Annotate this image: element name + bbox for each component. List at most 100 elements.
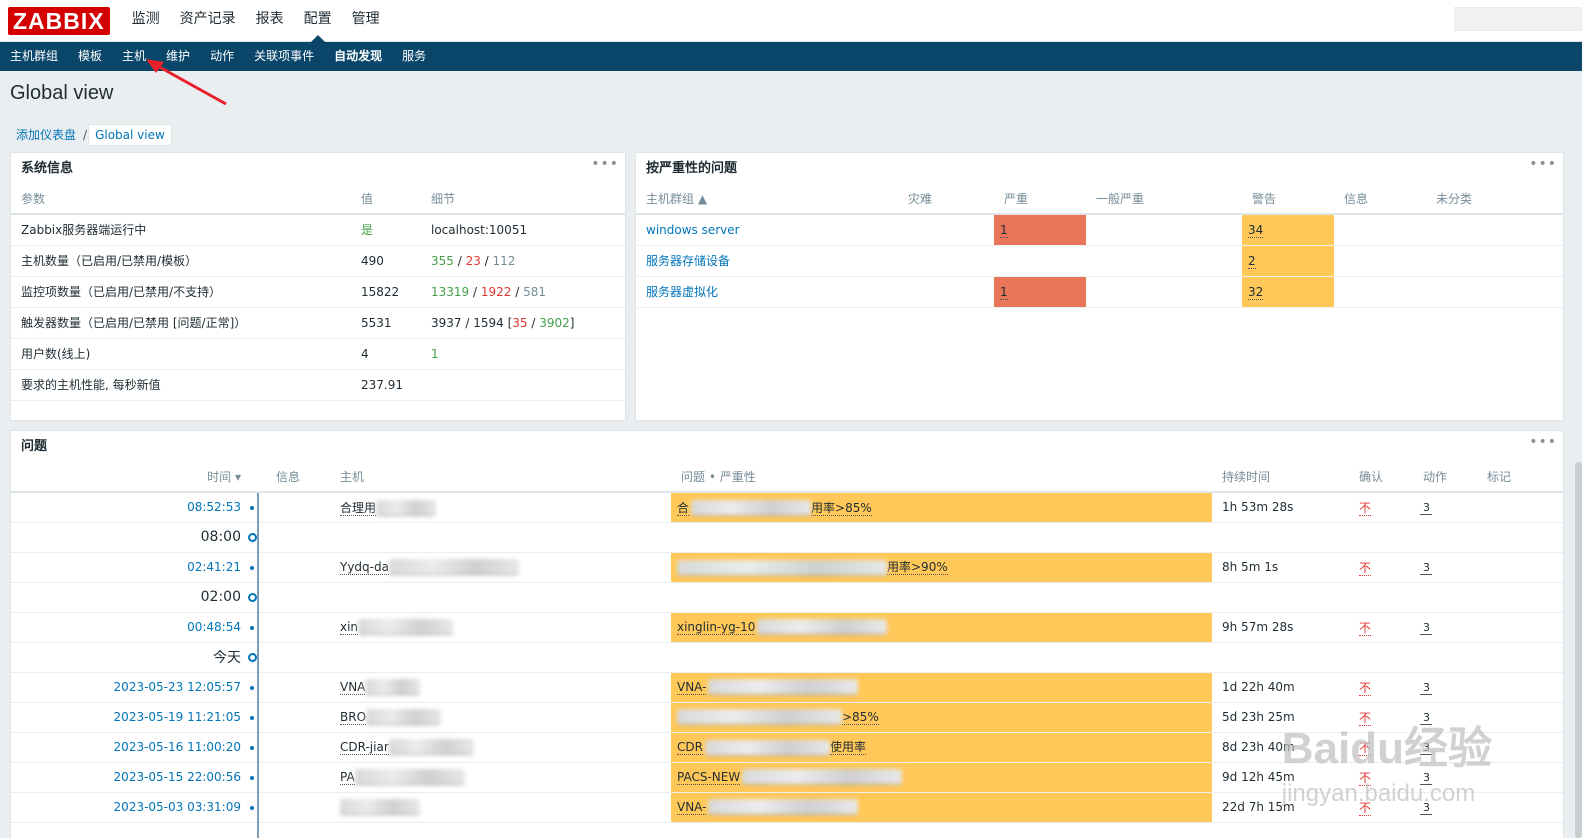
actions-cell[interactable]: 3 xyxy=(1413,492,1477,523)
time-link[interactable]: 2023-05-23 12:05:57 xyxy=(113,680,241,694)
problem-cell[interactable]: PACS-NEW xyxy=(671,762,1212,793)
ack-cell[interactable]: 不 xyxy=(1349,672,1413,703)
ack-cell[interactable]: 不 xyxy=(1349,792,1413,823)
actions-icon[interactable]: 3 xyxy=(1423,711,1430,724)
host-cell[interactable]: VNA xyxy=(330,672,671,703)
problem-name[interactable]: VNA- xyxy=(677,799,707,815)
menu-configuration[interactable]: 配置 xyxy=(294,0,342,42)
submenu-actions[interactable]: 动作 xyxy=(210,49,235,63)
time-link[interactable]: 00:48:54 xyxy=(187,620,241,634)
submenu-templates[interactable]: 模板 xyxy=(78,49,103,63)
zabbix-logo[interactable]: ZABBIX xyxy=(8,6,110,35)
problem-name[interactable]: xinglin-yg-10 xyxy=(677,619,756,635)
problem-time[interactable]: 00:48:54 xyxy=(11,612,251,643)
ack-link[interactable]: 不 xyxy=(1359,500,1372,516)
actions-cell[interactable]: 3 xyxy=(1413,672,1477,703)
host-cell[interactable]: 合理用 xyxy=(330,492,671,523)
vertical-scrollbar[interactable] xyxy=(1575,462,1582,838)
menu-monitoring[interactable]: 监测 xyxy=(131,10,160,27)
host-group-name[interactable]: windows server xyxy=(646,222,740,237)
problem-name-tail[interactable]: 用率>90% xyxy=(887,560,948,576)
problem-time[interactable]: 2023-05-23 12:05:57 xyxy=(11,672,251,703)
submenu-correlation[interactable]: 关联项事件 xyxy=(254,49,315,63)
high-count[interactable]: 1 xyxy=(1000,222,1008,238)
problem-name[interactable]: 合 xyxy=(677,500,690,516)
actions-icon[interactable]: 3 xyxy=(1423,741,1430,754)
host-name[interactable]: VNA xyxy=(340,679,366,695)
problem-time[interactable]: 08:52:53 xyxy=(11,492,251,523)
problem-time[interactable]: 2023-05-16 11:00:20 xyxy=(11,732,251,763)
host-cell[interactable]: BRO xyxy=(330,702,671,733)
actions-icon[interactable]: 3 xyxy=(1423,681,1430,694)
actions-cell[interactable]: 3 xyxy=(1413,552,1477,583)
ack-link[interactable]: 不 xyxy=(1359,560,1372,576)
warning-count[interactable]: 2 xyxy=(1248,253,1256,269)
problem-name-tail[interactable]: 用率>85% xyxy=(811,500,872,516)
search-input[interactable] xyxy=(1454,7,1582,31)
ack-link[interactable]: 不 xyxy=(1359,620,1372,636)
warning-cell[interactable]: 32 xyxy=(1242,276,1334,308)
actions-icon[interactable]: 3 xyxy=(1423,801,1430,814)
actions-icon[interactable]: 3 xyxy=(1423,621,1430,634)
problem-cell[interactable]: VNA- xyxy=(671,792,1212,823)
high-cell[interactable]: 1 xyxy=(994,276,1086,308)
menu-administration[interactable]: 管理 xyxy=(351,10,380,27)
time-link[interactable]: 08:52:53 xyxy=(187,500,241,515)
col-header-host-group[interactable]: 主机群组 ▲ xyxy=(636,184,898,215)
actions-icon[interactable]: 3 xyxy=(1423,501,1430,515)
actions-cell[interactable]: 3 xyxy=(1413,732,1477,763)
ack-cell[interactable]: 不 xyxy=(1349,762,1413,793)
actions-cell[interactable]: 3 xyxy=(1413,762,1477,793)
host-cell[interactable]: PA xyxy=(330,762,671,793)
problem-cell[interactable]: >85% xyxy=(671,702,1212,733)
host-group-link[interactable]: windows server xyxy=(636,214,898,246)
high-count[interactable]: 1 xyxy=(1000,284,1008,300)
time-link[interactable]: 02:41:21 xyxy=(187,560,241,574)
ack-link[interactable]: 不 xyxy=(1359,680,1372,696)
actions-cell[interactable]: 3 xyxy=(1413,612,1477,643)
widget-menu-icon[interactable]: ••• xyxy=(1529,156,1557,172)
submenu-maintenance[interactable]: 维护 xyxy=(166,49,191,63)
host-group-name[interactable]: 服务器虚拟化 xyxy=(646,285,719,299)
problem-name[interactable]: PACS-NEW xyxy=(677,769,741,785)
actions-cell[interactable]: 3 xyxy=(1413,702,1477,733)
submenu-host-groups[interactable]: 主机群组 xyxy=(10,49,59,63)
problem-cell[interactable]: 用率>90% xyxy=(671,552,1212,583)
host-cell[interactable]: Yydq-da xyxy=(330,552,671,583)
problem-name[interactable]: CDR xyxy=(677,740,703,756)
problem-name[interactable]: VNA- xyxy=(677,679,707,695)
ack-link[interactable]: 不 xyxy=(1359,710,1372,726)
host-cell[interactable]: CDR-jiar xyxy=(330,732,671,763)
submenu-services[interactable]: 服务 xyxy=(402,49,427,63)
ack-link[interactable]: 不 xyxy=(1359,800,1372,816)
host-name[interactable]: xin xyxy=(340,619,359,635)
warning-count[interactable]: 34 xyxy=(1248,222,1264,238)
host-name[interactable]: Yydq-da xyxy=(340,559,389,575)
problem-cell[interactable]: xinglin-yg-10 xyxy=(671,612,1212,643)
ack-cell[interactable]: 不 xyxy=(1349,492,1413,523)
widget-menu-icon[interactable]: ••• xyxy=(1529,434,1557,450)
problem-name-tail[interactable]: 使用率 xyxy=(829,740,866,756)
host-group-link[interactable]: 服务器虚拟化 xyxy=(636,276,898,308)
widget-menu-icon[interactable]: ••• xyxy=(591,156,619,172)
time-link[interactable]: 2023-05-03 03:31:09 xyxy=(113,800,241,814)
time-link[interactable]: 2023-05-16 11:00:20 xyxy=(113,740,241,754)
breadcrumb-current[interactable]: Global view xyxy=(88,123,172,146)
problem-cell[interactable]: VNA- xyxy=(671,672,1212,703)
host-name[interactable]: 合理用 xyxy=(340,500,377,516)
host-cell[interactable]: xin xyxy=(330,612,671,643)
time-link[interactable]: 2023-05-15 22:00:56 xyxy=(113,770,241,784)
ack-cell[interactable]: 不 xyxy=(1349,702,1413,733)
menu-reports[interactable]: 报表 xyxy=(255,10,284,27)
submenu-hosts[interactable]: 主机 xyxy=(122,49,147,63)
problem-time[interactable]: 2023-05-19 11:21:05 xyxy=(11,702,251,733)
warning-count[interactable]: 32 xyxy=(1248,284,1264,300)
host-group-name[interactable]: 服务器存储设备 xyxy=(646,254,731,268)
ack-link[interactable]: 不 xyxy=(1359,740,1372,756)
ack-cell[interactable]: 不 xyxy=(1349,732,1413,763)
host-name[interactable]: CDR-jiar xyxy=(340,739,389,755)
actions-cell[interactable]: 3 xyxy=(1413,792,1477,823)
problem-time[interactable]: 02:41:21 xyxy=(11,552,251,583)
problem-cell[interactable]: 合 用率>85% xyxy=(671,492,1212,523)
submenu-discovery[interactable]: 自动发现 xyxy=(334,49,383,63)
